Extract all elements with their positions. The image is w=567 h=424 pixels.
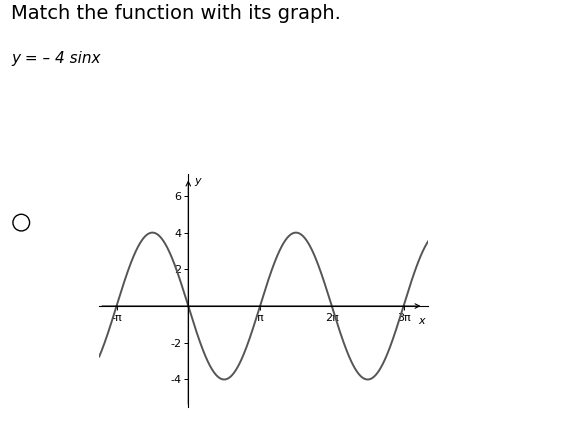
Text: y: y xyxy=(194,176,201,186)
Text: x: x xyxy=(418,316,425,326)
Text: y = – 4 sinx: y = – 4 sinx xyxy=(11,51,101,66)
Text: Match the function with its graph.: Match the function with its graph. xyxy=(11,4,341,23)
